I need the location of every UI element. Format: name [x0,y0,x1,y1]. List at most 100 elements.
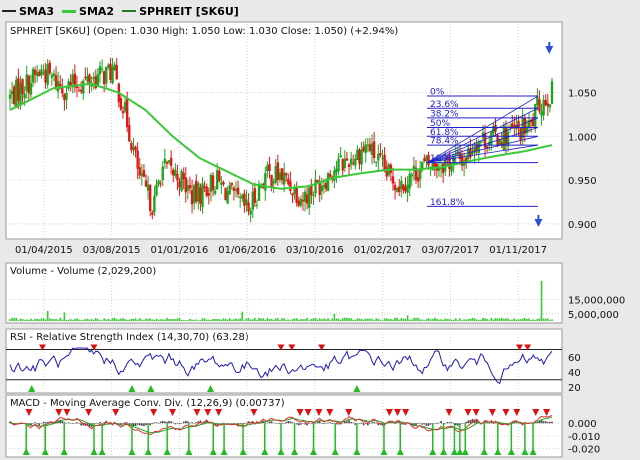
candle-body [75,85,79,89]
volume-bar [402,318,405,321]
legend-item-sma2[interactable]: SMA2 [62,5,114,18]
macd-buy-marker [480,448,488,455]
volume-bar [111,318,114,321]
macd-histogram-bar [40,423,43,424]
fib-level-label: 100% [430,154,456,164]
candle-body [398,186,401,193]
candle-body [153,195,156,213]
candle-body [508,126,512,128]
volume-bar [151,319,154,321]
volume-bar [57,319,59,321]
volume-bar [268,319,271,321]
legend-item-sphreit[interactable]: SPHREIT [SK6U] [122,5,239,18]
volume-bar [220,319,223,321]
volume-bar [381,320,384,321]
macd-histogram-bar [323,423,325,425]
macd-histogram-bar [442,422,444,424]
macd-sell-marker [345,409,353,416]
macd-histogram-bar [235,423,237,424]
macd-histogram-bar [454,423,457,426]
candle-body [86,76,89,82]
macd-histogram-bar [63,422,66,424]
volume-bar [293,318,296,321]
candle-body [479,141,483,143]
volume-bar [475,319,478,321]
macd-sell-marker [385,409,393,416]
volume-bar [245,318,248,321]
price-pane[interactable] [5,21,563,240]
volume-bar [161,319,164,321]
candle-body [159,183,162,185]
x-tick-label: 01/11/2017 [489,245,547,256]
candle-body [295,187,298,203]
macd-histogram-bar [440,421,442,424]
macd-pane[interactable] [5,394,563,458]
rsi-pane[interactable] [5,328,563,394]
volume-bar [199,319,202,321]
macd-histogram-bar [80,423,82,426]
macd-histogram-bar [333,423,336,424]
macd-histogram-bar [65,422,68,424]
volume-bar [329,320,331,321]
macd-histogram-bar [421,423,424,425]
macd-histogram-bar [494,422,497,424]
candle-body [356,149,359,160]
volume-bar [312,318,315,321]
macd-histogram-bar [210,422,212,424]
candle-body [477,142,480,153]
macd-sell-marker [296,409,304,416]
volume-bar [38,319,41,321]
volume-bar [423,320,426,321]
volume-bar [237,319,239,321]
volume-pane-title: Volume - Volume (2,029,200) [10,266,156,277]
candle-body [46,64,49,85]
candle-body [21,79,24,95]
volume-bar [182,320,185,321]
candle-body [146,184,150,191]
candle-body [347,164,351,167]
rsi-y-tick-label: 20 [568,383,581,394]
x-tick-label: 01/01/2016 [151,245,209,256]
candle-body [238,196,242,198]
candle-body [343,158,347,168]
candle-body [278,172,282,180]
volume-bar [201,318,204,321]
macd-histogram-bar [239,423,241,424]
candle-body [471,152,474,155]
candle-body [314,179,317,194]
macd-histogram-bar [463,423,465,424]
macd-histogram-bar [145,423,147,426]
macd-histogram-bar [224,423,227,424]
volume-bar [534,319,537,321]
volume-bar [210,320,212,321]
price-y-tick-label: 1.050 [568,89,597,100]
macd-buy-marker [22,448,30,455]
volume-bar [214,318,216,321]
macd-histogram-bar [74,423,76,424]
legend-item-sma3[interactable]: SMA3 [2,5,54,18]
macd-histogram-bar [270,421,273,424]
macd-histogram-bar [243,423,246,425]
volume-bar [436,318,438,321]
volume-bar [270,318,273,321]
macd-histogram-bar [321,423,323,424]
fib-level-label: 61.8% [430,128,459,138]
macd-histogram-bar [55,421,57,424]
volume-bar [153,319,156,321]
macd-histogram-bar [318,420,321,424]
volume-bar [360,319,363,321]
volume-bar [358,318,361,321]
macd-sell-marker [513,409,521,416]
volume-bar [327,318,329,321]
volume-bar [500,317,503,321]
candle-body [322,185,326,188]
volume-pane[interactable] [5,262,563,324]
volume-bar [494,318,497,321]
candle-body [433,162,437,168]
macd-histogram-bar [327,422,329,424]
volume-bar [55,318,57,321]
candle-body [301,199,305,202]
candle-body [525,126,529,134]
candle-body [534,104,537,129]
macd-histogram-bar [59,420,62,424]
